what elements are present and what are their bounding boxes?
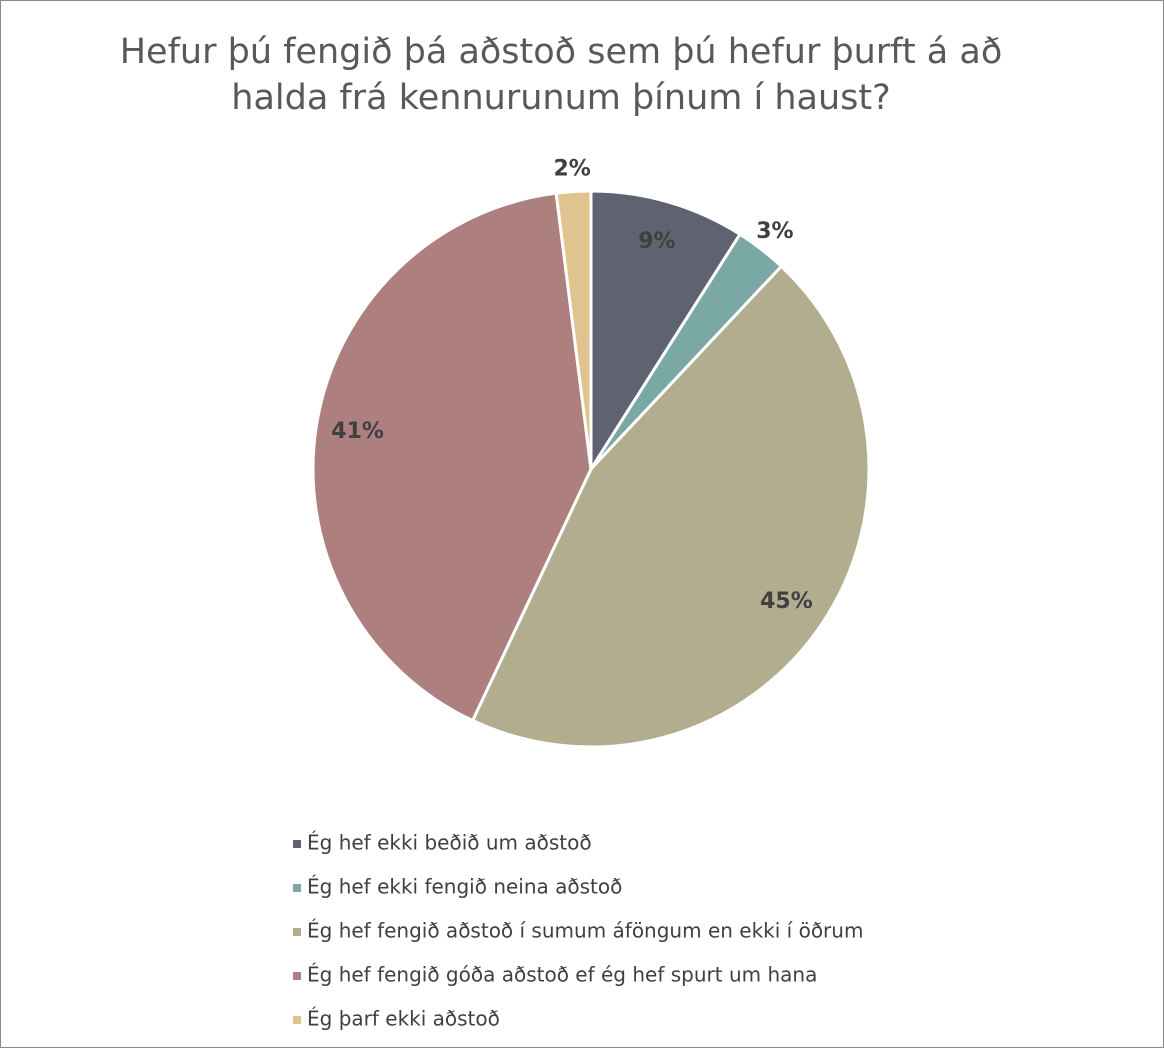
data-label: 9% <box>638 229 675 254</box>
legend-label: Ég hef ekki fengið neina aðstoð <box>307 875 622 899</box>
legend-label: Ég hef ekki beðið um aðstoð <box>307 831 592 855</box>
data-label: 2% <box>553 157 590 182</box>
legend-label: Ég hef fengið aðstoð í sumum áföngum en … <box>307 919 863 943</box>
legend-label: Ég hef fengið góða aðstoð ef ég hef spur… <box>307 963 817 987</box>
data-label: 45% <box>760 589 813 614</box>
legend-label: Ég þarf ekki aðstoð <box>307 1007 500 1031</box>
pie-slice <box>470 264 871 749</box>
legend-marker <box>293 928 301 936</box>
legend-marker <box>293 972 301 980</box>
data-label: 41% <box>331 419 384 444</box>
data-label: 3% <box>756 219 793 244</box>
legend-marker <box>293 884 301 892</box>
pie-slice <box>311 191 593 723</box>
pie-slice <box>589 189 743 475</box>
pie-slice <box>554 189 593 470</box>
chart-title: Hefur þú fengið þá aðstoð sem þú hefur þ… <box>119 32 1003 118</box>
legend-marker <box>293 1016 301 1024</box>
legend-marker <box>293 840 301 848</box>
